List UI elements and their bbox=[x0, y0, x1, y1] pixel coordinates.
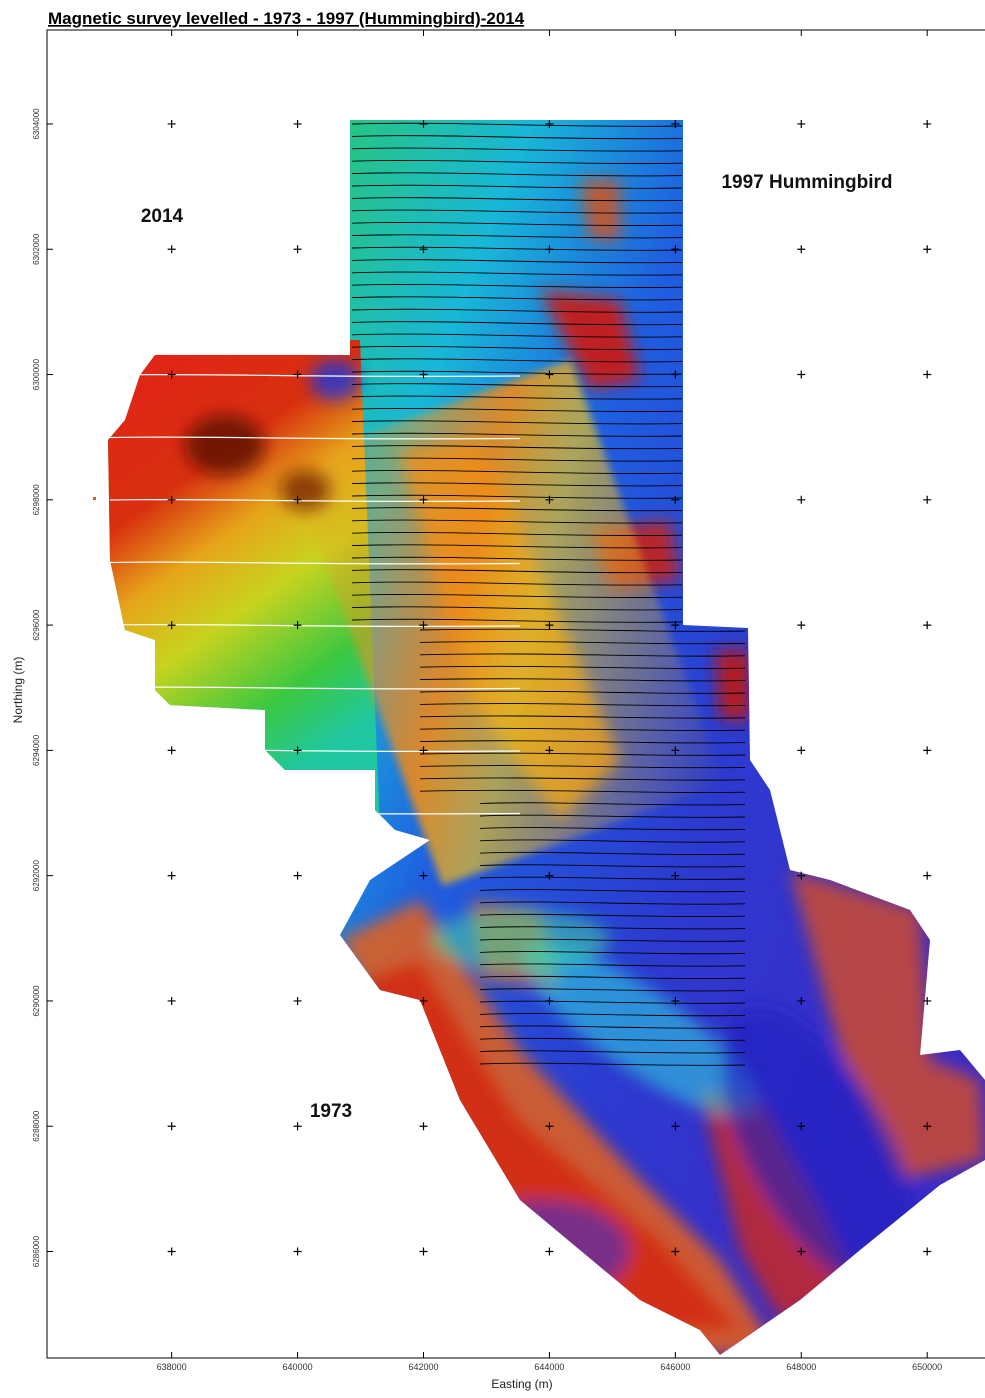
grid-cross bbox=[168, 1248, 176, 1256]
grid-cross bbox=[294, 120, 302, 128]
y-tick-label: 6298000 bbox=[32, 484, 41, 516]
survey-label: 2014 bbox=[141, 206, 184, 227]
map-title: Magnetic survey levelled - 1973 - 1997 (… bbox=[48, 9, 525, 28]
grid-cross bbox=[168, 245, 176, 253]
y-tick-label: 6288000 bbox=[32, 1110, 41, 1142]
grid-cross bbox=[923, 872, 931, 880]
y-tick-label: 6292000 bbox=[32, 860, 41, 892]
y-tick-label: 6300000 bbox=[32, 358, 41, 390]
grid-cross bbox=[923, 371, 931, 379]
grid-cross bbox=[923, 120, 931, 128]
grid-cross bbox=[294, 1248, 302, 1256]
page: {"map": { "title": "Magnetic survey leve… bbox=[0, 0, 985, 1393]
x-tick-label: 646000 bbox=[660, 1362, 690, 1372]
grid-cross bbox=[420, 1248, 428, 1256]
stray-point bbox=[93, 497, 96, 500]
grid-cross bbox=[797, 245, 805, 253]
map-figure: 638000 640000 642000 644000 646000 648000 6500… bbox=[0, 0, 985, 1393]
grid-cross bbox=[923, 496, 931, 504]
y-tick-label: 6296000 bbox=[32, 609, 41, 641]
y-axis-label: Northing (m) bbox=[11, 657, 25, 724]
x-tick-label: 642000 bbox=[408, 1362, 438, 1372]
x-tick-label: 650000 bbox=[912, 1362, 942, 1372]
grid-cross bbox=[923, 245, 931, 253]
y-tick-label: 6290000 bbox=[32, 985, 41, 1017]
y-tick-label: 6294000 bbox=[32, 734, 41, 766]
x-tick-label: 640000 bbox=[283, 1362, 313, 1372]
grid-cross bbox=[168, 1122, 176, 1130]
y-tick-label: 6304000 bbox=[32, 108, 41, 140]
x-tick-label: 648000 bbox=[786, 1362, 816, 1372]
grid-cross bbox=[168, 746, 176, 754]
x-axis-label: Easting (m) bbox=[491, 1377, 552, 1391]
grid-cross bbox=[923, 621, 931, 629]
y-tick-label: 6302000 bbox=[32, 233, 41, 265]
survey-label: 1973 bbox=[310, 1101, 352, 1122]
x-tick-label: 638000 bbox=[157, 1362, 187, 1372]
grid-cross bbox=[420, 1122, 428, 1130]
grid-cross bbox=[168, 997, 176, 1005]
grid-cross bbox=[294, 245, 302, 253]
y-tick-label: 6286000 bbox=[32, 1235, 41, 1267]
grid-cross bbox=[923, 1248, 931, 1256]
survey-label: 1997 Hummingbird bbox=[721, 172, 892, 193]
grid-cross bbox=[168, 120, 176, 128]
x-tick-label: 644000 bbox=[534, 1362, 564, 1372]
grid-cross bbox=[797, 496, 805, 504]
grid-cross bbox=[545, 1248, 553, 1256]
grid-cross bbox=[797, 621, 805, 629]
grid-cross bbox=[923, 746, 931, 754]
grid-cross bbox=[294, 1122, 302, 1130]
grid-cross bbox=[294, 872, 302, 880]
grid-cross bbox=[797, 746, 805, 754]
grid-cross bbox=[797, 371, 805, 379]
grid-cross bbox=[294, 997, 302, 1005]
grid-cross bbox=[168, 872, 176, 880]
grid-cross bbox=[797, 120, 805, 128]
